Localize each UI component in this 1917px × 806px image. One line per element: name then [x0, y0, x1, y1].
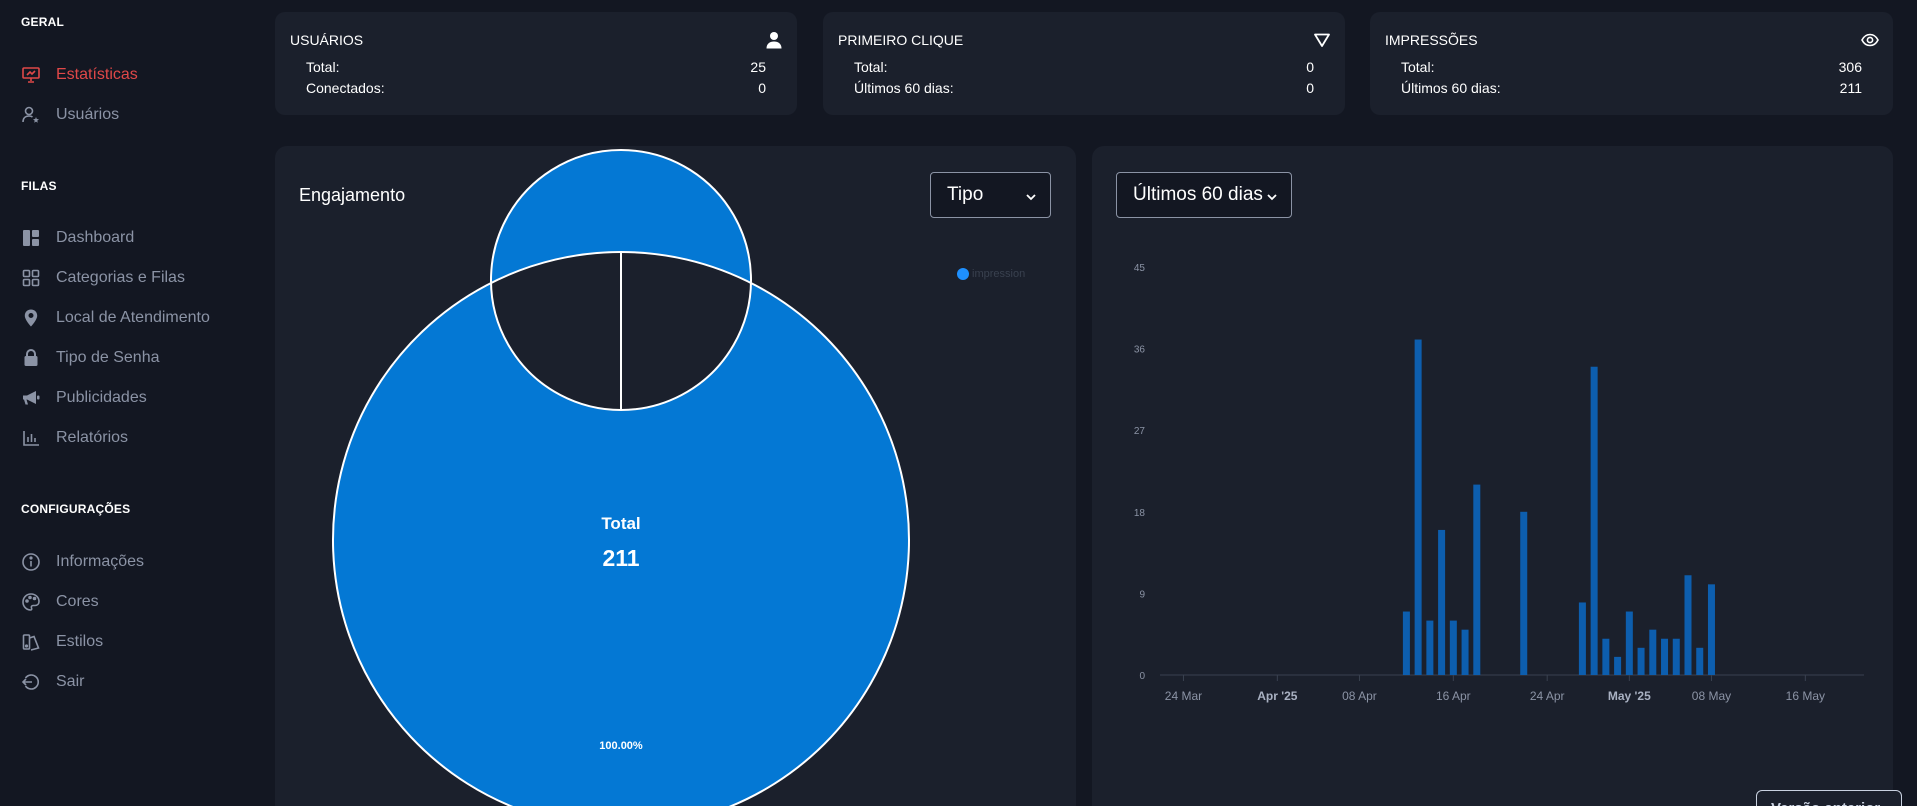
info-icon: [21, 552, 41, 572]
nav-item-estatisticas[interactable]: Estatísticas: [21, 62, 251, 88]
legend-dot: [957, 268, 969, 280]
user-star-icon: [21, 105, 41, 125]
nav-item-publicidades[interactable]: Publicidades: [21, 385, 251, 411]
stat-row-ultimos-60-dias: Últimos 60 dias: 0: [854, 80, 1314, 98]
stat-row-conectados: Conectados: 0: [306, 80, 766, 98]
chevron-down-icon: [1024, 188, 1038, 202]
select-value: Últimos 60 dias: [1133, 184, 1263, 205]
palette-icon: [21, 592, 41, 612]
user-icon: [765, 31, 783, 49]
stat-card-usuarios: USUÁRIOS Total: 25 Conectados: 0: [275, 12, 797, 115]
nav-item-relatorios[interactable]: Relatórios: [21, 425, 251, 451]
nav-item-label: Publicidades: [56, 389, 147, 406]
type-select[interactable]: Tipo: [930, 172, 1051, 218]
section-title-filas: FILAS: [21, 179, 57, 193]
nav-item-label: Sair: [56, 673, 85, 690]
nav-item-estilos[interactable]: Estilos: [21, 629, 251, 655]
nav-item-label: Informações: [56, 553, 145, 570]
stat-row-ultimos-60-dias: Últimos 60 dias: 211: [1401, 80, 1862, 98]
legend-label: impression: [972, 268, 1026, 280]
stat-row-total: Total: 306: [1401, 59, 1862, 77]
nav-item-tipo-de-senha[interactable]: Tipo de Senha: [21, 345, 251, 371]
nav-item-informacoes[interactable]: Informações: [21, 549, 251, 575]
stat-value: 306: [1838, 59, 1862, 75]
stat-label: Últimos 60 dias:: [854, 80, 954, 96]
period-select[interactable]: Últimos 60 dias: [1116, 172, 1292, 218]
stat-card-primeiro-clique: PRIMEIRO CLIQUE Total: 0 Últimos 60 dias…: [823, 12, 1345, 115]
filter-icon: [1313, 31, 1331, 49]
stat-value: 0: [1306, 59, 1314, 75]
stat-label: Total:: [854, 59, 888, 75]
megaphone-icon: [21, 388, 41, 408]
stat-value: 211: [1839, 80, 1862, 96]
nav-item-usuarios[interactable]: Usuários: [21, 102, 251, 128]
nav-item-dashboard[interactable]: Dashboard: [21, 225, 251, 251]
nav-item-label: Usuários: [56, 106, 120, 123]
lock-icon: [21, 348, 41, 368]
sidebar: GERAL Estatísticas Usuários FILAS: [0, 0, 262, 806]
eye-icon: [1861, 31, 1879, 49]
donut-center-value: 211: [602, 545, 640, 571]
timeline-panel: Últimos 60 dias: [1092, 146, 1893, 806]
nav-item-label: Estatísticas: [56, 66, 138, 83]
panel-title: Engajamento: [299, 185, 406, 205]
nav-item-local-de-atendimento[interactable]: Local de Atendimento: [21, 305, 251, 331]
stat-card-impressoes: IMPRESSÕES Total: 306 Últimos 60 dias: 2…: [1370, 12, 1893, 115]
stat-row-total: Total: 25: [306, 59, 766, 77]
stat-label: Total:: [1401, 59, 1435, 75]
nav-item-cores[interactable]: Cores: [21, 589, 251, 615]
nav-item-label: Tipo de Senha: [56, 349, 160, 366]
section-title-geral: GERAL: [21, 15, 64, 29]
nav-item-label: Relatórios: [56, 429, 129, 446]
donut-legend: impression: [957, 268, 1025, 280]
grid-icon: [21, 268, 41, 288]
card-title: IMPRESSÕES: [1385, 32, 1478, 48]
engagement-panel: Engajamento Tipo: [275, 146, 1076, 806]
nav-item-label: Cores: [56, 593, 99, 610]
presentation-icon: [21, 65, 41, 85]
nav-item-sair[interactable]: Sair: [21, 669, 251, 695]
donut-center-title: Total: [601, 514, 641, 533]
logout-icon: [21, 672, 41, 692]
stat-value: 25: [750, 59, 766, 75]
chevron-down-icon: [1265, 188, 1279, 202]
card-title: USUÁRIOS: [290, 32, 364, 48]
stat-value: 0: [758, 80, 766, 96]
select-value: Tipo: [947, 184, 984, 205]
card-title: PRIMEIRO CLIQUE: [838, 32, 964, 48]
nav-item-label: Estilos: [56, 633, 104, 650]
nav-item-label: Dashboard: [56, 229, 135, 246]
stat-label: Conectados:: [306, 80, 385, 96]
nav-item-label: Local de Atendimento: [56, 309, 210, 326]
styles-icon: [21, 632, 41, 652]
stat-value: 0: [1306, 80, 1314, 96]
stat-label: Últimos 60 dias:: [1401, 80, 1501, 96]
stat-label: Total:: [306, 59, 340, 75]
section-title-configuracoes: CONFIGURAÇÕES: [21, 502, 131, 516]
bar-chart-icon: [21, 428, 41, 448]
nav-item-label: Categorias e Filas: [56, 269, 185, 286]
previous-version-button[interactable]: Versão anterior: [1756, 790, 1902, 806]
stat-row-total: Total: 0: [854, 59, 1314, 77]
dashboard-icon: [21, 228, 41, 248]
map-pin-icon: [21, 308, 41, 328]
nav-item-categorias-e-filas[interactable]: Categorias e Filas: [21, 265, 251, 291]
